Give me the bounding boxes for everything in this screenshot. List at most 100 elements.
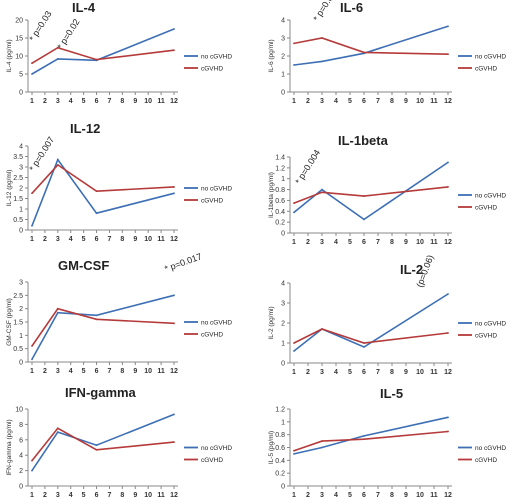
y-tick-label: 0: [19, 90, 23, 97]
x-tick-label: 3: [56, 492, 60, 497]
data-point: [363, 51, 365, 54]
y-tick-label: 2.5: [13, 175, 23, 182]
y-tick-label: 0.5: [13, 346, 23, 353]
x-tick-label: 8: [120, 98, 124, 105]
x-tick-label: 1: [30, 236, 34, 243]
legend-entry: cGVHD: [201, 66, 223, 73]
x-tick-label: 12: [444, 492, 452, 497]
data-point: [321, 440, 323, 442]
data-point: [31, 192, 33, 195]
data-point: [56, 307, 59, 310]
y-tick-label: 2: [281, 321, 285, 328]
data-point: [173, 49, 175, 52]
data-point: [95, 444, 98, 447]
y-tick-label: 0.8: [275, 187, 285, 194]
data-point: [447, 53, 449, 56]
y-axis-label: IL-12 (pg/ml): [6, 170, 13, 207]
x-tick-label: 12: [170, 236, 178, 243]
y-tick-label: 4: [281, 18, 285, 25]
data-point: [447, 416, 449, 419]
x-tick-label: 5: [348, 369, 352, 376]
x-tick-label: 8: [390, 369, 394, 376]
x-tick-label: 4: [69, 368, 73, 375]
p-value-annotation: * p=0.004: [293, 148, 322, 186]
x-tick-label: 9: [133, 492, 137, 497]
x-tick-label: 9: [133, 236, 137, 243]
x-tick-label: 2: [306, 98, 310, 105]
x-tick-label: 8: [120, 492, 124, 497]
x-tick-label: 7: [108, 236, 112, 243]
x-tick-label: 10: [144, 98, 152, 105]
y-axis-label: IL-2 (pg/ml): [268, 306, 275, 339]
series-line-no-cgvhd: [31, 294, 175, 360]
x-tick-label: 5: [82, 492, 86, 497]
x-tick-label: 10: [416, 239, 424, 246]
data-point: [31, 469, 33, 472]
y-tick-label: 3: [281, 36, 285, 43]
x-tick-label: 3: [56, 236, 60, 243]
data-point: [56, 431, 59, 433]
data-point: [363, 435, 365, 437]
y-tick-label: 0.2: [275, 471, 285, 478]
x-tick-label: 1: [30, 368, 34, 375]
y-tick-label: 2: [281, 54, 285, 61]
x-tick-label: 6: [362, 369, 366, 376]
chart-title: IL-1beta: [338, 133, 389, 148]
legend-entry: cGVHD: [475, 66, 497, 73]
chart-title: IL-6: [340, 0, 363, 15]
y-tick-label: 1.2: [275, 165, 285, 172]
x-tick-label: 7: [376, 369, 380, 376]
x-tick-label: 2: [43, 236, 47, 243]
data-point: [95, 318, 98, 321]
y-tick-label: 0: [19, 360, 23, 367]
x-tick-label: 10: [416, 369, 424, 376]
y-tick-label: 0.4: [275, 458, 285, 465]
y-tick-label: 8: [19, 422, 23, 429]
data-point: [31, 224, 33, 227]
data-point: [56, 427, 59, 430]
x-tick-label: 2: [43, 492, 47, 497]
x-tick-label: 7: [108, 98, 112, 105]
x-tick-label: 4: [334, 369, 338, 376]
y-tick-label: 0.6: [275, 198, 285, 205]
x-tick-label: 4: [334, 492, 338, 497]
x-tick-label: 2: [43, 98, 47, 105]
data-point: [56, 311, 59, 314]
y-tick-label: 1.5: [13, 320, 23, 327]
y-tick-label: 0: [281, 361, 285, 368]
y-tick-label: 5: [19, 72, 23, 79]
x-tick-label: 10: [416, 98, 424, 105]
x-tick-label: 4: [334, 98, 338, 105]
data-point: [293, 350, 295, 352]
p-value-annotation: * p=0.017: [163, 251, 203, 274]
series-line-no-cgvhd: [293, 293, 449, 352]
y-tick-label: 1: [281, 176, 285, 183]
x-tick-label: 9: [404, 492, 408, 497]
x-tick-label: 5: [348, 239, 352, 246]
x-tick-label: 1: [292, 239, 296, 246]
series-line-cgvhd: [31, 163, 175, 194]
series-line-cgvhd: [31, 46, 175, 64]
x-tick-label: 12: [444, 239, 452, 246]
y-tick-label: 4: [281, 281, 285, 288]
legend-entry: no cGVHD: [475, 54, 506, 61]
y-tick-label: 4: [19, 144, 23, 151]
x-tick-label: 5: [348, 492, 352, 497]
chart-title: IL-5: [380, 386, 403, 401]
data-point: [447, 185, 449, 188]
data-point: [173, 441, 175, 444]
x-tick-label: 9: [133, 98, 137, 105]
y-tick-label: 1: [281, 72, 285, 79]
x-tick-label: 2: [43, 368, 47, 375]
x-tick-label: 8: [390, 492, 394, 497]
data-point: [293, 211, 295, 214]
x-tick-label: 3: [320, 239, 324, 246]
y-axis-label: GM-CSF (pg/ml): [6, 298, 13, 346]
data-point: [293, 64, 295, 66]
data-point: [363, 346, 365, 348]
x-tick-label: 6: [362, 239, 366, 246]
y-tick-label: 0.2: [275, 220, 285, 227]
